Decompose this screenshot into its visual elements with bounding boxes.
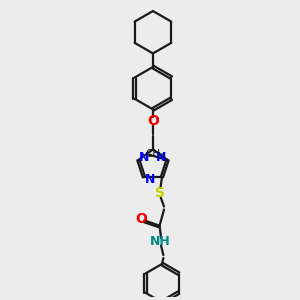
Text: NH: NH [150, 236, 171, 248]
Text: O: O [147, 114, 159, 128]
Text: CH₃: CH₃ [146, 149, 165, 159]
Text: N: N [156, 151, 166, 164]
Text: O: O [135, 212, 147, 226]
Text: N: N [145, 173, 155, 186]
Text: S: S [154, 186, 165, 200]
Text: N: N [139, 151, 149, 164]
